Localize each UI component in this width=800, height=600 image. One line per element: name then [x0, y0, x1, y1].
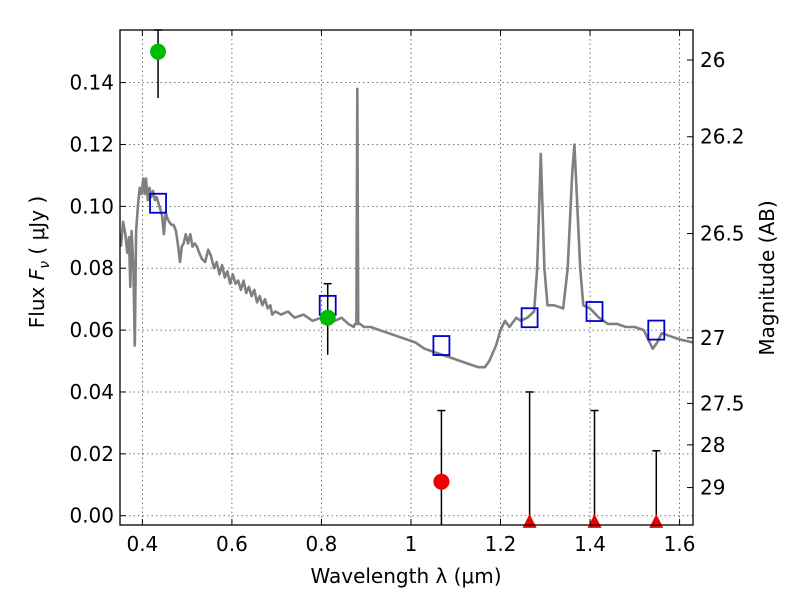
plot-area	[120, 29, 693, 528]
x-tick-label: 1.4	[574, 532, 606, 556]
x-tick-label: 0.4	[126, 532, 158, 556]
y2-tick-label: 26.2	[700, 125, 745, 149]
y-tick-label: 0.02	[69, 442, 114, 466]
y-tick-label: 0.00	[69, 504, 114, 528]
x-tick-label: 0.6	[216, 532, 248, 556]
x-axis-label: Wavelength λ (μm)	[310, 564, 501, 588]
plot-frame	[119, 29, 694, 526]
y2-tick-label: 27	[700, 326, 725, 350]
grid	[120, 30, 693, 525]
y-tick-label: 0.12	[69, 132, 114, 156]
y2-axis-label: Magnitude (AB)	[755, 200, 779, 355]
y-axis-label-subscript: ν	[37, 261, 53, 269]
y-tick-label: 0.04	[69, 380, 114, 404]
x-tick-label: 1	[405, 532, 418, 556]
y2-tick-label: 26	[700, 48, 725, 72]
photometry-point	[319, 309, 336, 326]
x-tick-label: 0.8	[306, 532, 338, 556]
x-tick-label: 1.6	[664, 532, 696, 556]
x-tick-label: 1.2	[485, 532, 517, 556]
y-axis-label-symbol: F	[25, 268, 49, 280]
y2-tick-label: 27.5	[700, 391, 745, 415]
y-axis-label-prefix: Flux	[25, 280, 49, 328]
photometry-point	[433, 473, 450, 490]
plot-clipped	[120, 87, 693, 369]
y2-tick-label: 28	[700, 433, 725, 457]
y-tick-label: 0.06	[69, 318, 114, 342]
y-axis-label-suffix: ( μJy )	[25, 196, 49, 261]
y-tick-label: 0.08	[69, 256, 114, 280]
model-photometry-square	[432, 335, 451, 356]
y2-tick-label: 29	[700, 476, 725, 500]
y-axis-label: Flux Fν ( μJy )	[25, 196, 53, 328]
model-photometry-square	[647, 319, 666, 341]
y-tick-label: 0.14	[69, 71, 114, 95]
model-photometry-square	[149, 192, 167, 214]
model-photometry-square	[585, 301, 604, 322]
y-tick-label: 0.10	[69, 194, 114, 218]
model-photometry-square	[520, 307, 539, 329]
y2-tick-label: 26.5	[700, 222, 745, 246]
photometry-point	[150, 43, 167, 60]
ticks: 0.4 0.6 0.8 1 1.2 1.4 1.6 0.00 0.02 0.04 0.06 0.08 0…	[69, 30, 745, 556]
sed-model-line	[120, 87, 693, 369]
